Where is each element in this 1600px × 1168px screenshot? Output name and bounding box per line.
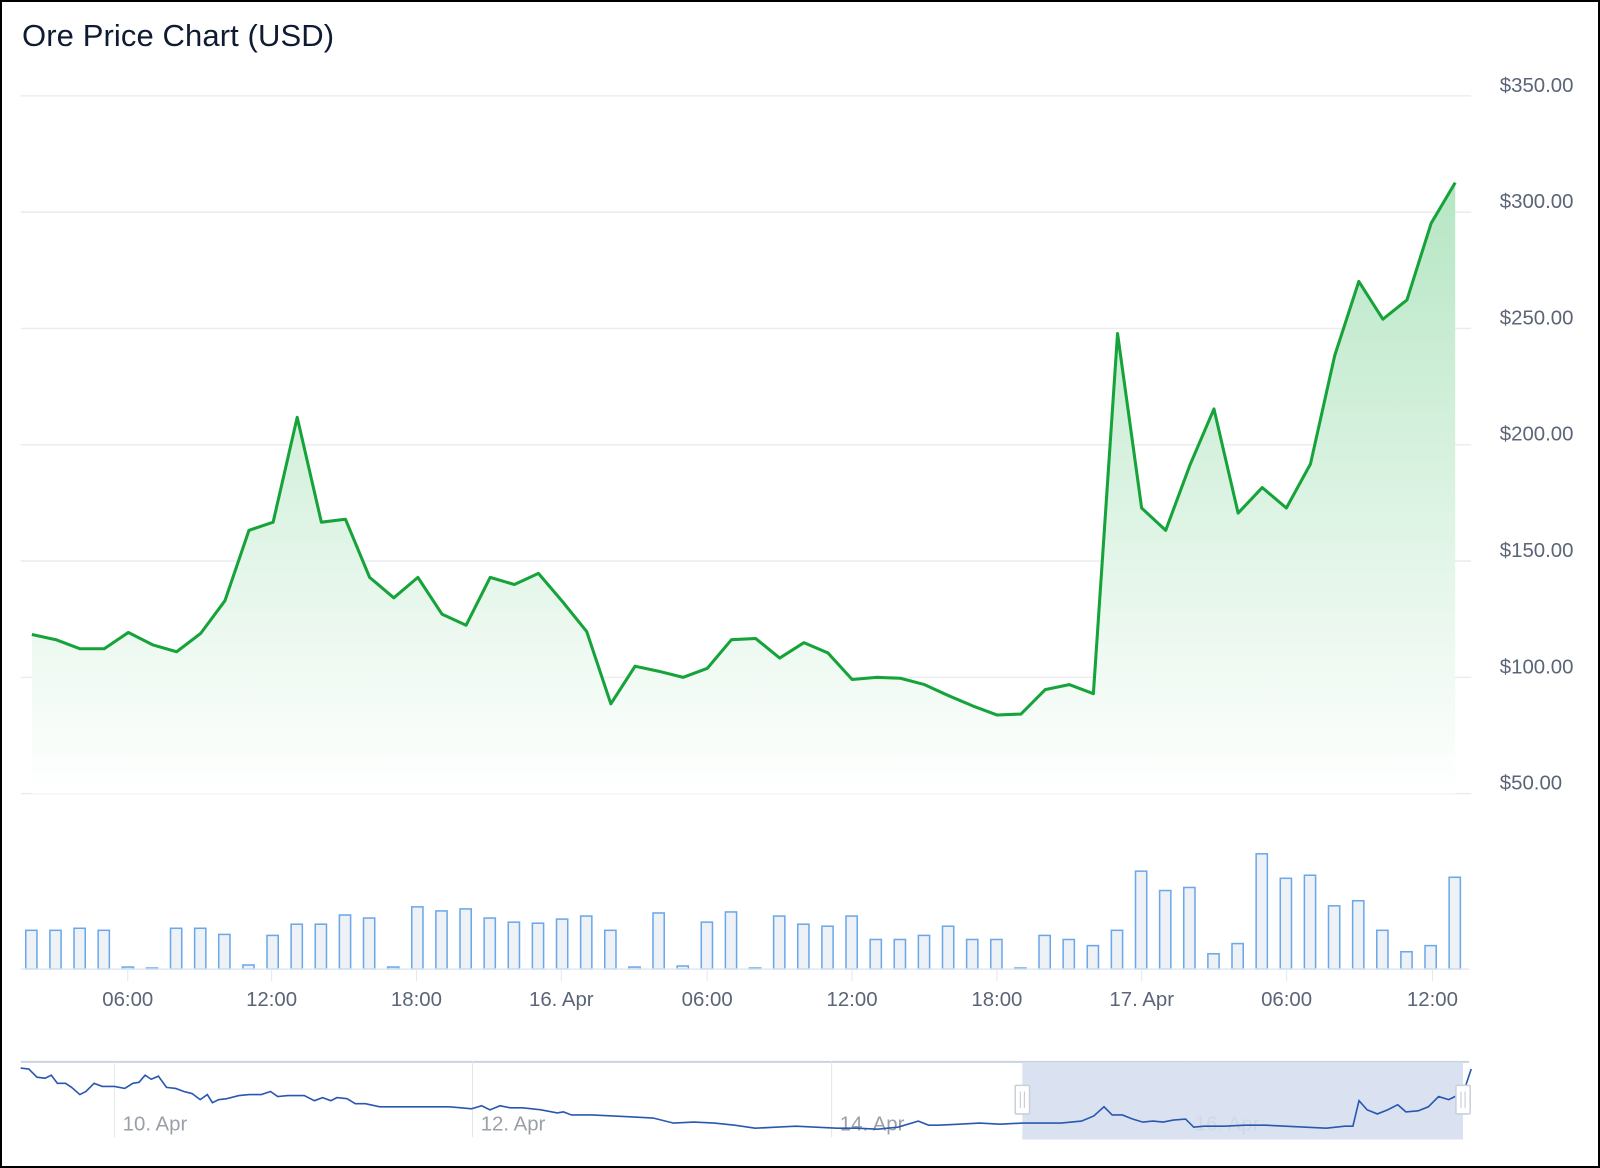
volume-bar [989,938,1003,970]
navigator-series-line [20,1067,1472,1131]
volume-bar [724,911,738,970]
volume-bar [1110,929,1124,970]
chart-title: Ore Price Chart (USD) [22,18,335,53]
navigator-right-handle[interactable] [1455,1084,1471,1115]
y-axis-label: $100.00 [1500,656,1574,678]
volume-bar [772,915,786,970]
volume-bar [1086,944,1100,970]
x-axis-label: 12:00 [827,989,878,1011]
volume-bar [603,929,617,970]
volume-bar [579,915,593,970]
y-axis-label: $200.00 [1500,424,1574,446]
volume-bar [1327,905,1341,970]
volume-bar [1400,950,1413,970]
x-axis-label: 12:00 [1407,989,1458,1011]
volume-bar [410,906,424,970]
volume-bar [338,914,352,970]
volume-bar [483,917,497,970]
volume-bar [1062,938,1076,970]
x-axis-label: 12:00 [246,989,297,1011]
volume-bar [459,908,472,970]
volume-bar [24,929,38,970]
volume-bar [49,929,62,970]
volume-bar [531,922,545,970]
volume-bar [1182,886,1196,970]
volume-bar [917,934,931,970]
volume-bar [193,927,207,970]
volume-bar [652,912,665,970]
y-axis-labels: $350.00 $300.00 $250.00 $200.00 $150.00 $100.… [1500,75,1574,795]
volume-bar [845,915,858,970]
volume-bar [869,938,883,970]
x-axis-label: 17. Apr [1109,989,1174,1011]
volume-bar [362,917,376,970]
volume-bar [1134,870,1148,970]
navigator-selection[interactable] [1022,1061,1464,1140]
volume-bar [1303,874,1317,970]
y-axis-label: $250.00 [1500,307,1574,329]
navigator-date-label: 12. Apr [481,1113,546,1135]
x-axis-label: 18:00 [971,989,1022,1011]
volume-bar [73,927,86,970]
volume-bar [435,910,448,970]
volume-bar [169,927,183,970]
volume-bar [1448,876,1462,970]
volume-bars [24,853,1462,970]
navigator-date-label: 14. Apr [840,1113,905,1135]
x-axis-label: 06:00 [682,989,733,1011]
volume-bar [700,921,714,970]
y-axis-label: $350.00 [1500,75,1574,97]
volume-bar [1231,942,1244,970]
navigator-date-label: 10. Apr [123,1113,188,1135]
volume-bar [1255,853,1269,970]
volume-bar [821,925,834,970]
volume-bar [1351,899,1365,970]
volume-bar [1158,889,1172,970]
volume-bar [1038,934,1051,970]
volume-bar [1207,953,1220,970]
x-axis-label: 18:00 [391,989,442,1011]
x-axis-label: 06:00 [1261,989,1312,1011]
x-axis-label: 16. Apr [529,989,594,1011]
navigator-left-handle[interactable] [1014,1084,1031,1115]
volume-bar [796,923,810,970]
volume-bar [314,923,328,970]
x-axis-label: 06:00 [102,989,153,1011]
volume-bar [1279,877,1293,970]
volume-bar [507,921,521,970]
x-axis-labels: 06:00 12:00 18:00 16. Apr 06:00 12:00 18:00 17.… [102,969,1458,1011]
y-axis-label: $50.00 [1500,773,1562,795]
volume-bar [1375,929,1389,970]
volume-bar [217,933,231,970]
volume-bar [266,934,279,970]
price-area-fill [31,182,1456,794]
volume-bar [1424,944,1437,970]
volume-bar [941,925,955,970]
volume-bar [965,938,979,970]
volume-bar [555,918,569,970]
price-line[interactable] [31,181,1457,717]
y-axis-label: $300.00 [1500,191,1574,213]
y-axis-label: $150.00 [1500,540,1574,562]
volume-bar [290,923,304,970]
volume-bar [893,938,907,970]
volume-bar [97,929,111,970]
